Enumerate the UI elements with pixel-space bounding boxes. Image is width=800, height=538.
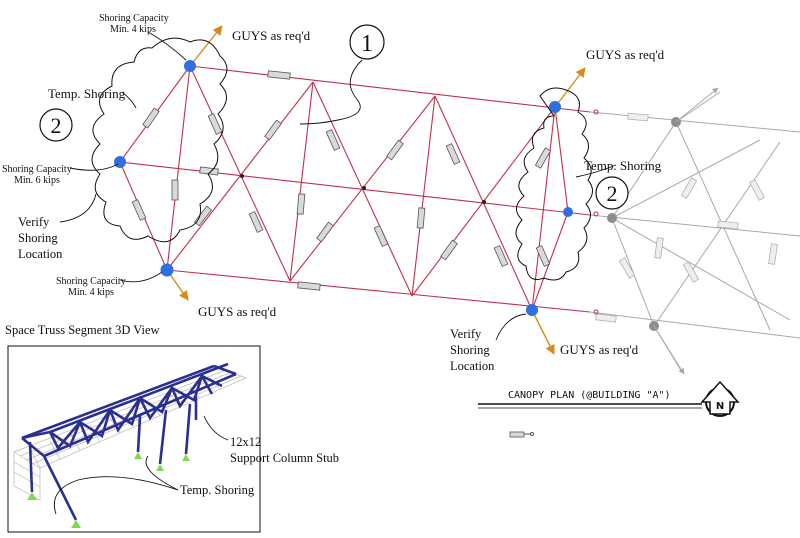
guys-top-left: GUYS as req'd: [232, 28, 311, 43]
north-marker: N: [716, 401, 724, 412]
column-stub-line1: 12x12: [230, 435, 261, 449]
main-space-truss: [119, 65, 599, 315]
guys-bottom-right: GUYS as req'd: [560, 342, 639, 357]
shoring-cap-mid-line2: Min. 6 kips: [14, 175, 60, 186]
turnbuckle-icon: [509, 431, 534, 438]
detail-bubble-2-left: 2: [39, 108, 73, 142]
north-arrow-icon: N: [700, 380, 740, 417]
verify-left-line2: Shoring: [18, 231, 58, 245]
shoring-cap-top-line1: Shoring Capacity: [99, 13, 169, 24]
plan-annotations: Shoring Capacity Min. 4 kips GUYS as req…: [2, 13, 665, 373]
plan-title-block: CANOPY PLAN (@BUILDING "A") N: [478, 380, 740, 438]
support-nodes: [114, 60, 573, 316]
verify-right-line3: Location: [450, 359, 495, 373]
detail-bubble-1: 1: [299, 24, 385, 125]
plan-title: CANOPY PLAN (@BUILDING "A"): [508, 390, 671, 401]
support-node-bottom-left: [160, 263, 174, 277]
temp-shoring-left: Temp. Shoring: [48, 86, 126, 101]
leader-lines: [59, 31, 617, 341]
bubble-2-left-label: 2: [51, 113, 62, 138]
space-truss-3d-view: Space Truss Segment 3D View: [5, 323, 339, 533]
temp-shoring-cloud-left: [91, 37, 228, 243]
temp-shoring-3d-marks: [27, 452, 190, 528]
support-node-bottom-right: [526, 304, 538, 316]
verify-left-line1: Verify: [18, 215, 50, 229]
shoring-cap-bot-line2: Min. 4 kips: [68, 287, 114, 298]
column-stub-line2: Support Column Stub: [230, 451, 339, 465]
shoring-cap-bot-line1: Shoring Capacity: [56, 276, 126, 287]
temp-shoring-right: Temp. Shoring: [584, 158, 662, 173]
guys-bottom-left: GUYS as req'd: [198, 304, 277, 319]
guys-top-right: GUYS as req'd: [586, 47, 665, 62]
bubble-2-right-label: 2: [607, 181, 618, 206]
bubble-1-label: 1: [361, 31, 373, 57]
support-node-top-right: [549, 101, 561, 113]
verify-right-line2: Shoring: [450, 343, 490, 357]
support-node-top-left: [184, 60, 196, 72]
verify-right-line1: Verify: [450, 327, 482, 341]
support-node-mid-left: [114, 156, 126, 168]
temp-shoring-3d: Temp. Shoring: [180, 483, 255, 497]
truss-3d: [21, 362, 237, 521]
shoring-cap-top-line2: Min. 4 kips: [110, 24, 156, 35]
support-node-mid-right: [563, 207, 573, 217]
view3d-title: Space Truss Segment 3D View: [5, 323, 160, 337]
turnbuckle-braces: [131, 70, 552, 291]
temp-shoring-cloud-right: [515, 87, 593, 281]
shoring-cap-mid-line1: Shoring Capacity: [2, 164, 72, 175]
detail-bubble-2-right: 2: [595, 176, 629, 210]
verify-left-line3: Location: [18, 247, 63, 261]
adjacent-truss-segment: [589, 87, 800, 375]
